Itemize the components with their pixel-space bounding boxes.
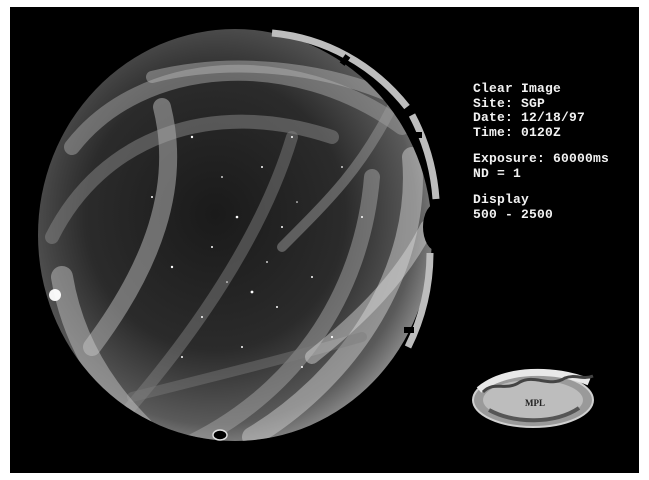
display-label: Display xyxy=(473,192,530,207)
bottom-artifact xyxy=(212,429,228,441)
site-label: Site: SGP xyxy=(473,95,546,111)
nd-label: ND = 1 xyxy=(473,165,522,181)
date-label: Date: 12/18/97 xyxy=(473,110,586,125)
display-range: 500 - 2500 xyxy=(473,206,554,222)
shadowband-gaps xyxy=(339,54,422,333)
image-info-panel: Clear Image Site: SGP Date: 12/18/97 Tim… xyxy=(473,81,610,222)
image-frame: Clear Image Site: SGP Date: 12/18/97 Tim… xyxy=(10,7,639,473)
image-title: Clear Image xyxy=(473,81,562,96)
time-label: Time: 0120Z xyxy=(473,124,562,140)
shadowband-notch xyxy=(423,203,451,251)
exposure-label: Exposure: 60000ms xyxy=(473,151,610,166)
all-sky-image xyxy=(32,17,452,447)
logo-text: MPL xyxy=(525,398,545,408)
mpl-logo: MPL xyxy=(465,362,605,434)
horizon-light xyxy=(49,289,61,301)
